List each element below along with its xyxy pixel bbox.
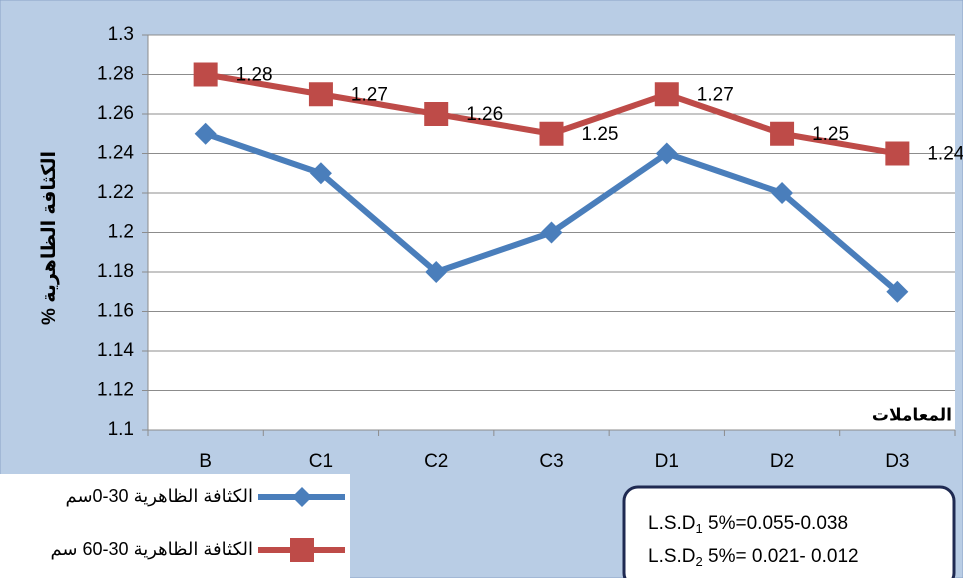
lsd-main: L.S.D — [648, 546, 696, 567]
marker — [885, 141, 910, 166]
marker — [309, 162, 332, 185]
marker — [194, 122, 217, 145]
x-tick-label: C1 — [309, 451, 333, 472]
lsd-text: L.S.D2 5%= 0.021- 0.012 — [648, 546, 859, 569]
marker — [193, 62, 218, 87]
x-tick-label: C2 — [424, 451, 448, 472]
x-axis-label: المعاملات — [872, 405, 952, 424]
y-tick-label: 1.28 — [97, 64, 134, 85]
lsd-rest: 5%= 0.021- 0.012 — [703, 546, 859, 567]
marker — [770, 121, 795, 146]
lsd-sub: 2 — [696, 554, 703, 569]
data-label: 1.27 — [351, 84, 388, 105]
data-label: 1.26 — [466, 104, 503, 125]
marker — [539, 121, 564, 146]
y-tick-label: 1.14 — [97, 340, 134, 361]
legend-marker — [290, 538, 314, 562]
lsd-text: L.S.D1 5%=0.055-0.038 — [648, 513, 848, 536]
data-label: 1.25 — [582, 124, 619, 145]
marker — [424, 102, 449, 126]
legend-label: الكثافة الظاهرية 30-0سم — [65, 486, 253, 507]
y-tick-label: 1.1 — [108, 419, 134, 440]
y-tick-label: 1.22 — [97, 182, 134, 203]
data-label: 1.28 — [236, 65, 273, 86]
data-label: 1.24 — [927, 144, 963, 165]
y-tick-label: 1.26 — [97, 103, 134, 124]
marker — [771, 182, 794, 204]
y-axis-label: % الكثافة الظاهرية — [39, 151, 60, 325]
y-tick-label: 1.2 — [108, 222, 134, 243]
marker — [655, 142, 678, 165]
y-tick-label: 1.16 — [97, 301, 134, 322]
legend-label: الكثافة الظاهرية 30-60 سم — [50, 539, 253, 560]
x-tick-label: B — [199, 451, 212, 472]
x-tick-label: C3 — [539, 451, 563, 472]
marker — [654, 82, 679, 107]
x-tick-label: D2 — [770, 451, 794, 472]
legend-marker — [292, 487, 312, 507]
y-tick-label: 1.12 — [97, 380, 134, 401]
marker — [886, 280, 909, 303]
lsd-rest: 5%=0.055-0.038 — [703, 513, 848, 534]
marker — [425, 261, 448, 283]
data-label: 1.27 — [697, 84, 734, 105]
lsd-box — [622, 485, 956, 583]
y-tick-label: 1.24 — [97, 143, 134, 164]
y-tick-label: 1.3 — [108, 24, 134, 45]
marker — [308, 82, 333, 107]
data-label: 1.25 — [812, 124, 849, 145]
y-tick-label: 1.18 — [97, 261, 134, 282]
x-tick-label: D1 — [655, 451, 679, 472]
lsd-main: L.S.D — [648, 513, 696, 534]
lsd-sub: 1 — [696, 521, 703, 536]
marker — [540, 221, 563, 244]
x-tick-label: D3 — [885, 451, 909, 472]
